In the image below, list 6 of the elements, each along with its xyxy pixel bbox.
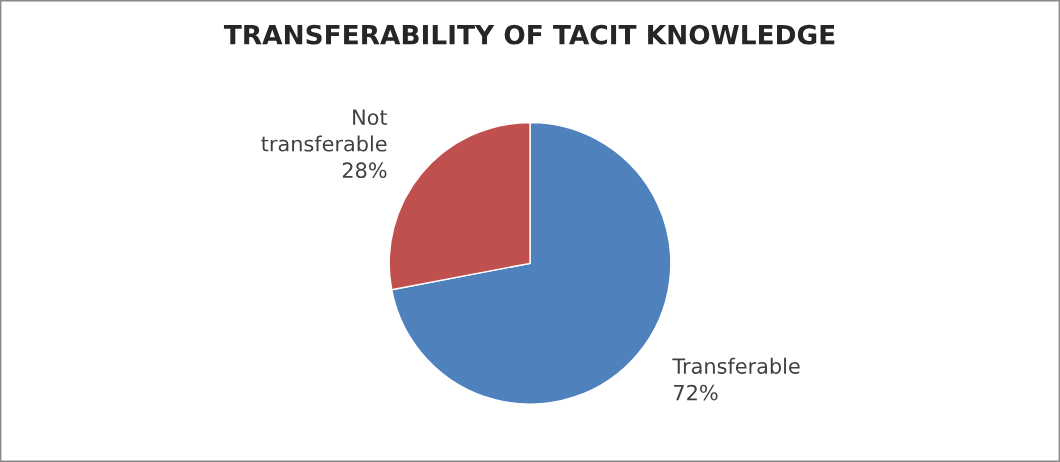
slice-label: Not transferable (261, 109, 388, 152)
data-label: 28% (342, 162, 387, 179)
slice-label: Transferable (672, 357, 800, 374)
chart-title: TRANSFERABILITY OF TACIT KNOWLEDGE (223, 24, 835, 45)
data-label: 72% (674, 384, 718, 401)
pie-slice (390, 121, 672, 405)
